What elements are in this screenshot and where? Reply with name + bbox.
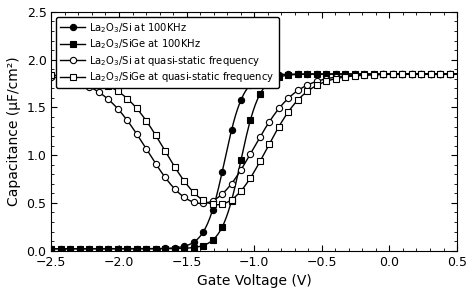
La$_2$O$_3$/Si at 100KHz bbox=[288, 72, 293, 76]
La$_2$O$_3$/SiGe at quasi-static frequency bbox=[153, 133, 158, 137]
La$_2$O$_3$/Si at 100KHz bbox=[48, 247, 54, 250]
Y-axis label: Capacitance (μF/cm²): Capacitance (μF/cm²) bbox=[7, 56, 21, 206]
La$_2$O$_3$/SiGe at 100KHz bbox=[120, 247, 126, 250]
La$_2$O$_3$/Si at 100KHz bbox=[153, 247, 158, 250]
La$_2$O$_3$/SiGe at 100KHz bbox=[454, 72, 460, 76]
La$_2$O$_3$/SiGe at quasi-static frequency bbox=[288, 106, 294, 110]
La$_2$O$_3$/SiGe at quasi-static frequency bbox=[233, 195, 238, 198]
La$_2$O$_3$/Si at quasi-static frequency bbox=[233, 176, 238, 180]
La$_2$O$_3$/Si at quasi-static frequency bbox=[288, 94, 294, 97]
La$_2$O$_3$/Si at 100KHz bbox=[354, 72, 360, 76]
La$_2$O$_3$/SiGe at 100KHz bbox=[319, 72, 325, 76]
Line: La$_2$O$_3$/Si at quasi-static frequency: La$_2$O$_3$/Si at quasi-static frequency bbox=[48, 71, 460, 206]
La$_2$O$_3$/SiGe at 100KHz bbox=[288, 73, 293, 77]
La$_2$O$_3$/SiGe at 100KHz bbox=[232, 186, 238, 189]
La$_2$O$_3$/Si at quasi-static frequency bbox=[454, 72, 460, 76]
Legend: La$_2$O$_3$/Si at 100KHz, La$_2$O$_3$/SiGe at 100KHz, La$_2$O$_3$/Si at quasi-st: La$_2$O$_3$/Si at 100KHz, La$_2$O$_3$/Si… bbox=[56, 17, 279, 88]
La$_2$O$_3$/SiGe at quasi-static frequency bbox=[454, 72, 460, 76]
La$_2$O$_3$/SiGe at 100KHz bbox=[48, 247, 54, 250]
La$_2$O$_3$/SiGe at quasi-static frequency bbox=[214, 203, 220, 206]
La$_2$O$_3$/Si at 100KHz bbox=[232, 116, 238, 119]
La$_2$O$_3$/Si at quasi-static frequency bbox=[153, 162, 158, 165]
La$_2$O$_3$/SiGe at quasi-static frequency bbox=[48, 73, 54, 77]
Line: La$_2$O$_3$/SiGe at quasi-static frequency: La$_2$O$_3$/SiGe at quasi-static frequen… bbox=[48, 71, 460, 208]
La$_2$O$_3$/SiGe at 100KHz bbox=[354, 72, 360, 76]
La$_2$O$_3$/Si at quasi-static frequency bbox=[355, 73, 360, 77]
Line: La$_2$O$_3$/SiGe at 100KHz: La$_2$O$_3$/SiGe at 100KHz bbox=[48, 71, 460, 252]
La$_2$O$_3$/Si at 100KHz bbox=[120, 247, 126, 250]
La$_2$O$_3$/Si at quasi-static frequency bbox=[199, 202, 205, 205]
La$_2$O$_3$/SiGe at quasi-static frequency bbox=[320, 81, 326, 84]
X-axis label: Gate Voltage (V): Gate Voltage (V) bbox=[197, 274, 311, 288]
Line: La$_2$O$_3$/Si at 100KHz: La$_2$O$_3$/Si at 100KHz bbox=[48, 71, 460, 252]
La$_2$O$_3$/Si at quasi-static frequency bbox=[120, 113, 126, 117]
La$_2$O$_3$/SiGe at quasi-static frequency bbox=[355, 74, 360, 77]
La$_2$O$_3$/Si at quasi-static frequency bbox=[48, 75, 54, 79]
La$_2$O$_3$/Si at 100KHz bbox=[454, 72, 460, 76]
La$_2$O$_3$/Si at quasi-static frequency bbox=[320, 78, 326, 81]
La$_2$O$_3$/SiGe at quasi-static frequency bbox=[120, 94, 126, 97]
La$_2$O$_3$/Si at 100KHz bbox=[319, 72, 325, 76]
La$_2$O$_3$/SiGe at 100KHz bbox=[153, 247, 158, 250]
